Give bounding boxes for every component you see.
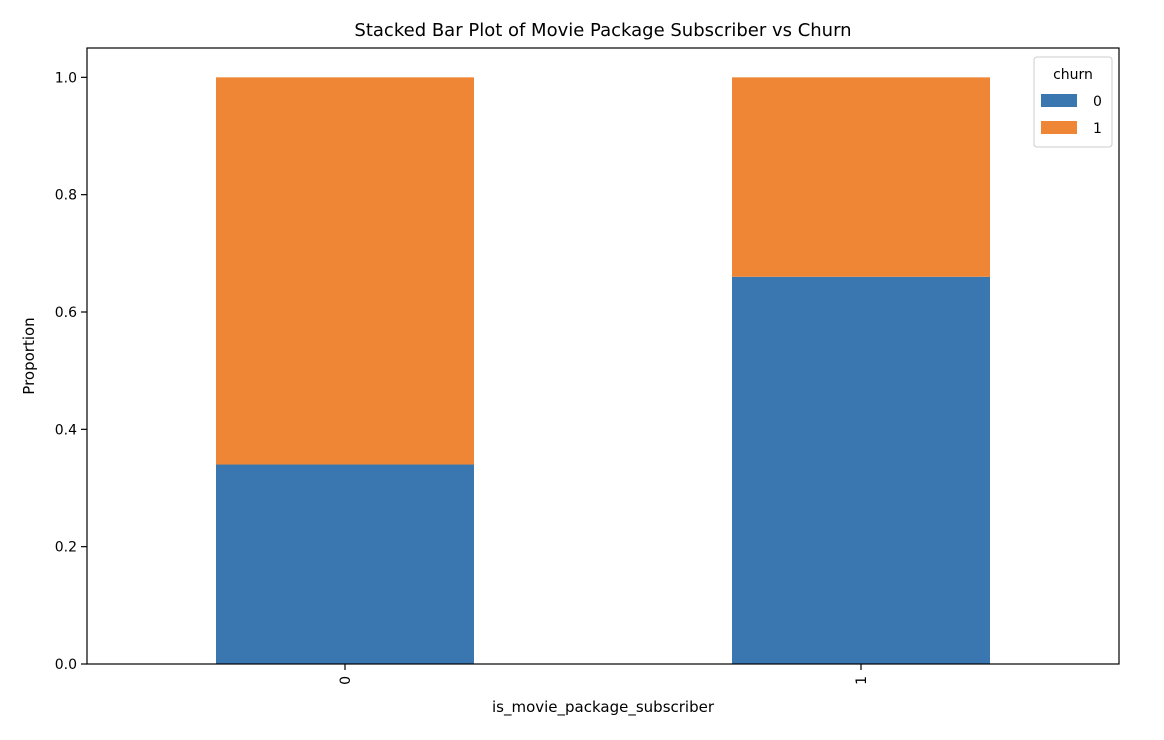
x-tick-label: 1 <box>854 676 870 685</box>
legend-swatch-0 <box>1041 94 1077 107</box>
x-axis-label: is_movie_package_subscriber <box>492 698 715 717</box>
y-tick-label: 0.2 <box>55 540 77 556</box>
legend-label-1: 1 <box>1093 121 1102 137</box>
bars-group <box>216 77 990 664</box>
y-axis: 0.0 0.2 0.4 0.6 0.8 1.0 <box>55 70 87 673</box>
y-tick-label: 0.8 <box>55 188 77 204</box>
legend-entries: 01 <box>1041 94 1102 137</box>
bar-cat-0-churn-1 <box>216 77 474 465</box>
legend-title: churn <box>1053 67 1093 83</box>
plot-frame <box>86 47 1120 665</box>
y-tick-label: 0.0 <box>55 657 77 673</box>
y-axis-label: Proportion <box>20 317 38 394</box>
legend-swatch-1 <box>1041 121 1077 134</box>
y-tick-label: 0.4 <box>55 422 77 438</box>
bar-cat-1-churn-1 <box>732 77 990 277</box>
x-tick-label: 0 <box>338 676 354 685</box>
chart-title: Stacked Bar Plot of Movie Package Subscr… <box>354 20 851 41</box>
legend: churn 01 <box>1033 56 1113 148</box>
y-tick-label: 1.0 <box>55 70 77 86</box>
legend-label-0: 0 <box>1093 94 1102 110</box>
bar-cat-0-churn-0 <box>216 464 474 664</box>
bar-cat-1-churn-0 <box>732 276 990 664</box>
y-tick-label: 0.6 <box>55 305 77 321</box>
